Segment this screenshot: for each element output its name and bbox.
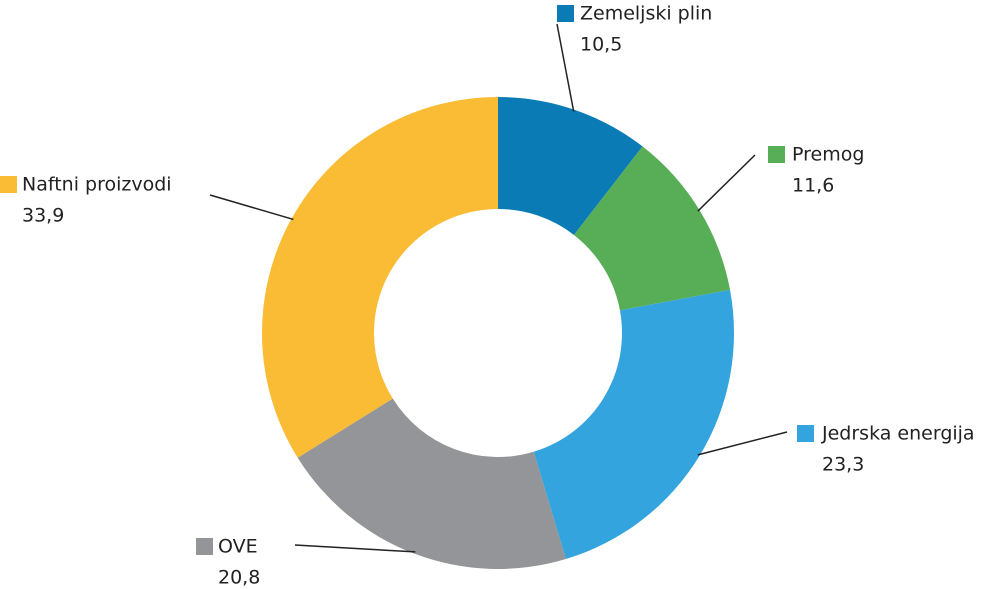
value-label: 33,9 xyxy=(22,205,64,227)
slice-label: Premog xyxy=(792,144,864,166)
donut-slice xyxy=(498,97,643,235)
donut-slice xyxy=(262,97,498,458)
legend-swatch xyxy=(557,5,574,22)
donut-slice xyxy=(297,398,566,570)
legend-swatch xyxy=(196,538,213,555)
legend-swatch xyxy=(0,176,17,193)
leader-line xyxy=(697,431,788,456)
value-label: 23,3 xyxy=(822,454,864,476)
value-label: 20,8 xyxy=(218,567,260,589)
leader-line xyxy=(209,194,294,221)
value-label: 11,6 xyxy=(792,175,834,197)
slice-label: Jedrska energija xyxy=(821,423,975,445)
donut-slice xyxy=(533,289,734,560)
leader-line xyxy=(294,544,416,553)
slice-label: OVE xyxy=(218,536,258,558)
leader-line xyxy=(697,154,756,212)
leader-line xyxy=(556,23,575,112)
value-label: 10,5 xyxy=(580,34,622,56)
donut-slice xyxy=(573,146,731,311)
slice-label: Naftni proizvodi xyxy=(22,174,172,196)
slice-label: Zemeljski plin xyxy=(580,3,712,25)
legend-swatch xyxy=(768,146,785,163)
legend-swatch xyxy=(797,425,814,442)
